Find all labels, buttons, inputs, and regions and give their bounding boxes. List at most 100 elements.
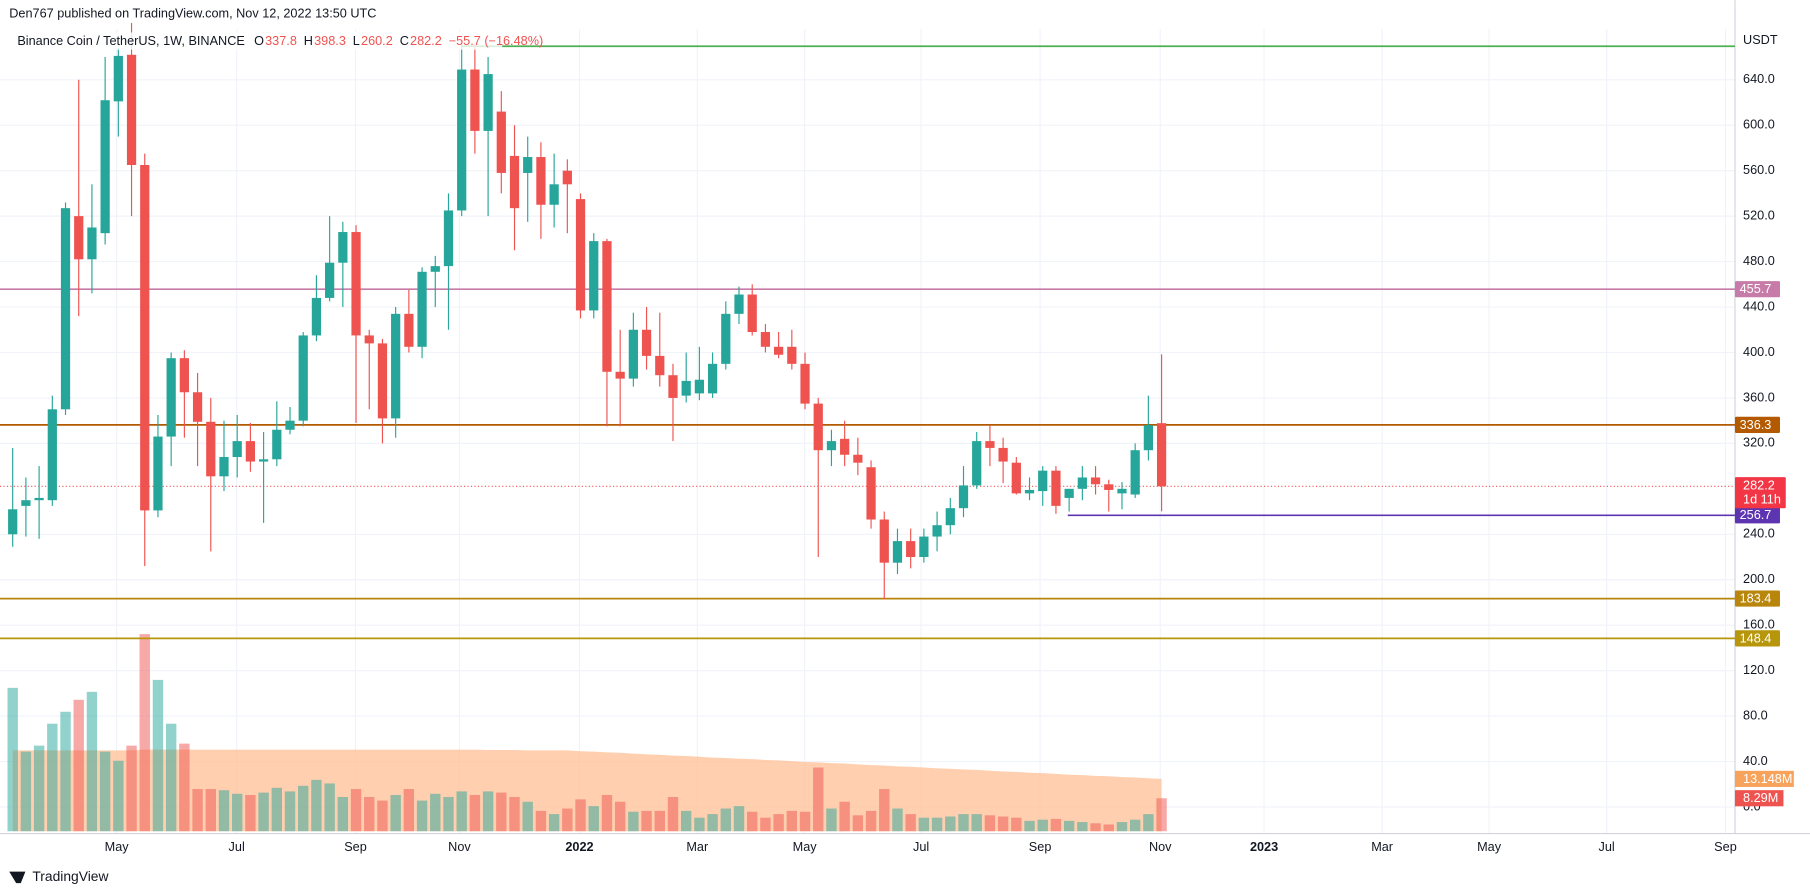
brand-logo [9, 871, 26, 884]
x-tick-label: Mar [1371, 840, 1394, 854]
y-tick-label: 480.0 [1743, 254, 1775, 268]
x-tick-label: Sep [344, 840, 367, 854]
level-tag [1734, 507, 1780, 524]
x-tick-label: Sep [1029, 840, 1052, 854]
candle-body [21, 500, 31, 506]
x-tick-label: Nov [448, 840, 471, 854]
candle-body [615, 371, 625, 379]
volume-bar [707, 814, 718, 832]
volume-bar [1050, 818, 1062, 832]
candle-body [8, 509, 18, 535]
volume-bar [720, 808, 731, 832]
candle-body [391, 313, 401, 419]
volume-bar [456, 791, 467, 832]
candle-body [325, 262, 335, 298]
candle-body [1130, 450, 1140, 495]
volume-bar [680, 810, 692, 832]
price-label: 282.2 [1743, 479, 1775, 493]
volume-bar [641, 810, 652, 832]
volume-bar [971, 814, 982, 832]
price-tag [1734, 477, 1786, 509]
volume-bar [1116, 822, 1128, 832]
volume-bar [931, 817, 943, 832]
volume-bar [509, 796, 520, 832]
candle-body [1090, 477, 1101, 485]
candle-body [734, 294, 744, 314]
volume-bar [350, 789, 362, 832]
candle-body [1051, 470, 1061, 506]
candle-body [100, 100, 110, 234]
volume-bar [390, 794, 401, 832]
legend-value: 337.8 [265, 34, 297, 48]
legend-field: L [353, 34, 360, 48]
volume-bar [416, 800, 428, 832]
candle-body [470, 69, 480, 131]
volume-bar [535, 810, 547, 832]
volume-bar [152, 679, 164, 832]
candle-body [87, 227, 97, 260]
volume-bar [628, 811, 639, 832]
candle-body [404, 313, 414, 347]
volume-bar [1129, 819, 1141, 832]
candle-body [694, 379, 705, 394]
candle-body [800, 363, 810, 404]
candle-body [509, 155, 520, 209]
candle-body [1038, 470, 1048, 492]
volume-bar [218, 790, 230, 832]
volume-bar [1063, 820, 1075, 832]
candle-body [457, 69, 467, 211]
volume-bar [945, 816, 956, 832]
legend-value: 398.3 [314, 34, 346, 48]
candle-body [483, 74, 493, 131]
volume-bar [47, 723, 58, 832]
volume-bar [588, 806, 599, 832]
candle-body [1024, 489, 1035, 494]
volume-bar [179, 743, 190, 832]
candle-body [985, 441, 995, 448]
candle-body [840, 438, 850, 455]
volume-bar [364, 796, 375, 832]
candle-body [707, 363, 718, 394]
volume-bar [86, 691, 98, 832]
candle-body [972, 441, 982, 486]
volume-bar [7, 687, 18, 832]
volume-bar [60, 711, 71, 832]
volume-bar [826, 808, 837, 832]
volume-bar [614, 801, 626, 832]
candle-body [1156, 423, 1167, 487]
volume-bar [337, 796, 349, 832]
candle-body [760, 332, 771, 347]
y-tick-label: 400.0 [1743, 345, 1775, 359]
candle-body [443, 210, 454, 267]
candle-body [602, 241, 612, 372]
y-tick-label: 120.0 [1743, 663, 1775, 677]
candle-body [47, 409, 57, 501]
legend-title: Binance Coin / TetherUS, 1W, BINANCE [17, 34, 245, 48]
volume-bar [126, 745, 137, 832]
level-label: 148.4 [1740, 631, 1772, 645]
legend-field: O [254, 34, 264, 48]
level-tag [1734, 416, 1780, 433]
volume-bar [799, 811, 811, 832]
volume-tag [1734, 790, 1784, 807]
candle-body [906, 541, 916, 558]
candle-body [272, 429, 282, 460]
candle-body [34, 497, 44, 501]
candle-body [866, 467, 876, 520]
candle-body [589, 241, 599, 311]
legend-bg [11, 32, 503, 50]
candle-body [813, 403, 823, 451]
candle-body [311, 297, 322, 336]
legend-field: H [304, 34, 313, 48]
volume-bar [430, 793, 441, 832]
volume-ma-tag [1734, 770, 1794, 787]
x-tick-label: May [105, 840, 130, 854]
candle-body [721, 313, 731, 364]
volume-bar [562, 808, 573, 832]
volume-bar [1011, 817, 1022, 832]
candle-body [1064, 488, 1074, 498]
volume-bar [324, 783, 335, 832]
y-tick-label: 40.0 [1743, 754, 1768, 768]
